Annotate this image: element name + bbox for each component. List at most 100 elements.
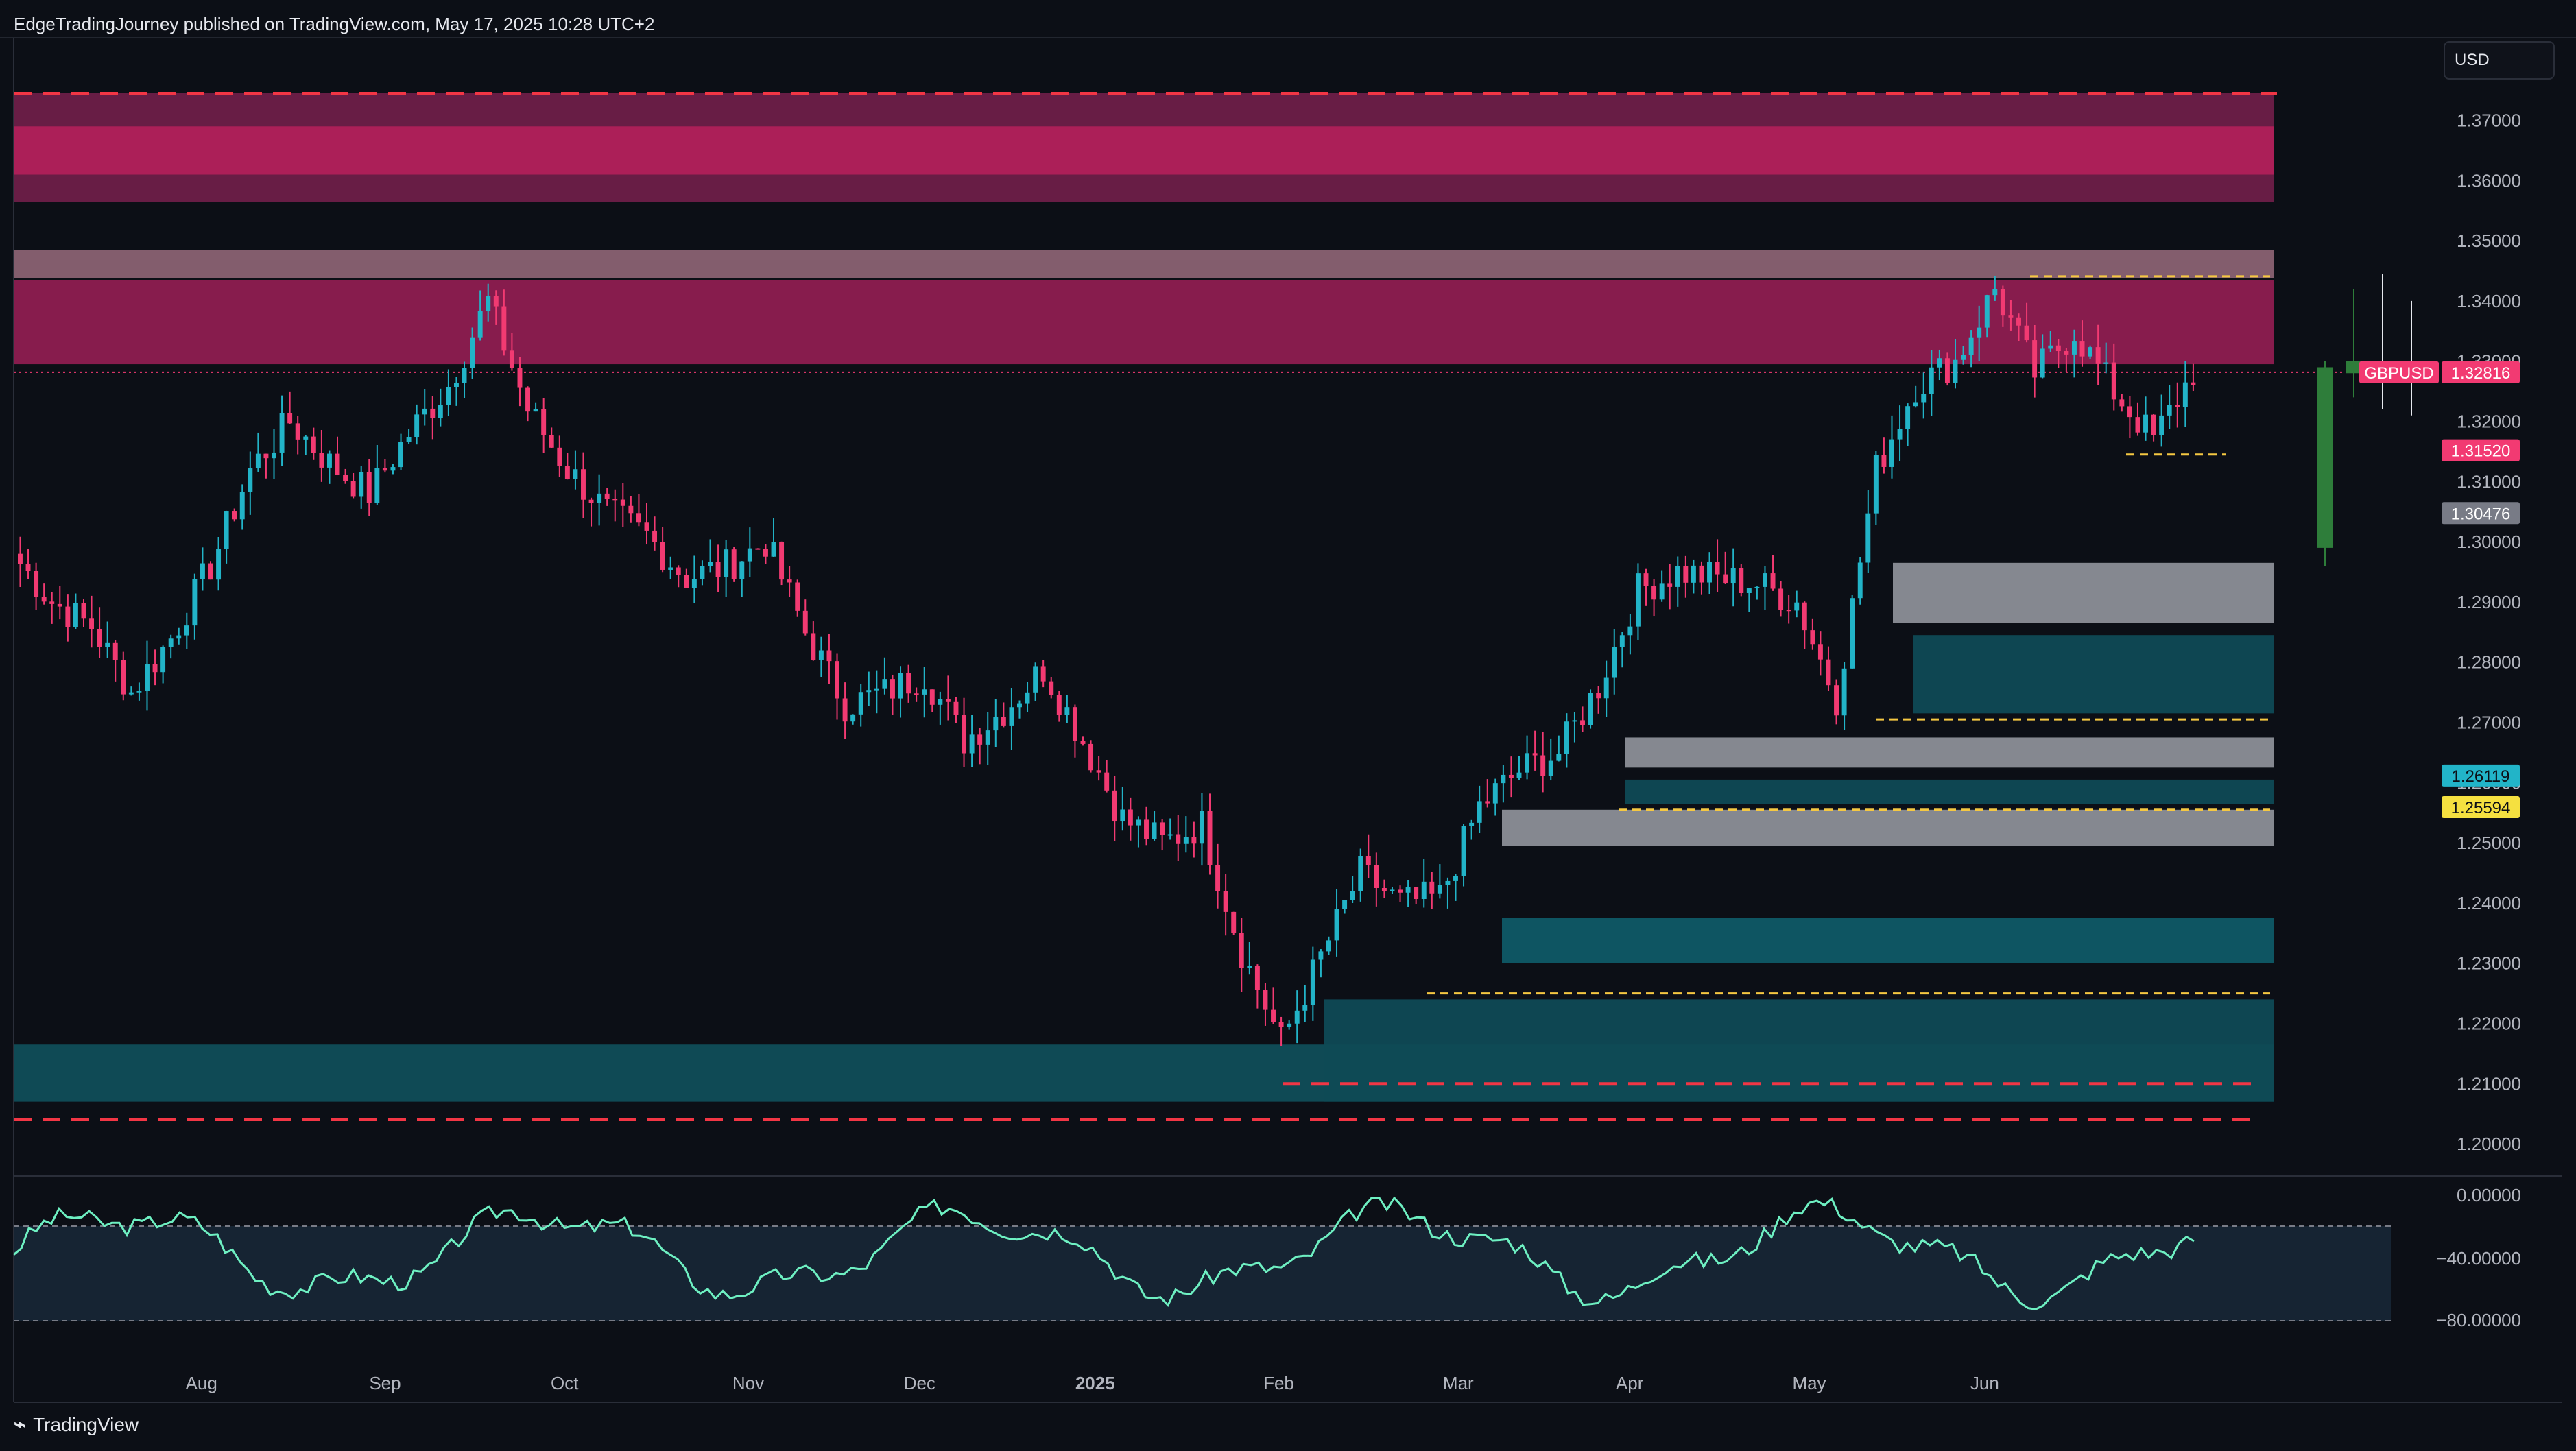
zone [1625,737,2274,768]
time-tick-label: Dec [904,1373,935,1393]
candle [216,549,222,580]
candle [2119,399,2125,407]
candle [160,647,166,673]
publisher-attribution: EdgeTradingJourney published on TradingV… [14,14,655,34]
candle [2151,414,2156,435]
candle [1746,588,1752,593]
candle [2088,347,2093,357]
candle [105,642,110,647]
price-tick-label: 1.34000 [2457,291,2521,311]
candle [517,368,523,388]
candle [866,690,872,693]
candle [1350,891,1355,900]
candle [2095,347,2101,364]
candle [1302,1005,1308,1011]
candle [248,468,253,492]
candle [612,499,618,501]
candle [1112,790,1117,822]
candle [835,661,839,699]
candle [1905,406,1911,429]
zone [1324,999,2274,1102]
candle [953,701,959,715]
candle [1381,888,1387,891]
candle [192,579,198,626]
price-tick-label: 1.28000 [2457,652,2521,673]
candle [2182,382,2188,407]
price-label: 1.25594 [2451,799,2511,817]
candle [644,522,649,531]
candle [549,435,554,448]
price-label: 1.31520 [2451,442,2511,461]
candle [200,563,205,579]
candle [390,467,396,471]
candle [501,306,507,351]
candle [493,296,499,307]
candle [1984,295,1990,328]
candle [97,629,102,647]
candle [1056,695,1062,715]
price-tick-label: 1.23000 [2457,953,2521,974]
currency-button[interactable]: USD [2444,41,2555,80]
candle [1683,566,1689,583]
candle [731,549,737,579]
candle [1953,359,1958,383]
weekly-candle [2317,367,2333,548]
price-label-bg [2442,795,2520,818]
candle [1088,743,1094,771]
candle [1183,837,1189,844]
footer[interactable]: ⌁ TradingView [14,1413,139,1437]
candle [382,468,387,471]
price-tick-label: 1.25000 [2457,832,2521,853]
candle [541,409,547,435]
candle [1199,811,1204,844]
price-tick-label: 1.31000 [2457,471,2521,492]
oscillator-layer [13,1196,2195,1310]
candle [533,409,538,412]
candle [255,453,261,468]
candle [1358,856,1363,891]
candle [2111,362,2116,400]
candle [263,453,269,459]
candle [1968,337,1974,355]
candle [1873,455,1879,514]
candle [438,405,443,418]
candle [1223,891,1228,912]
candle [1850,598,1855,669]
candle [1342,900,1348,909]
candle [121,660,126,695]
candle [557,447,562,466]
price-tick-label: 1.30000 [2457,531,2521,552]
candle [89,618,95,629]
candle [2064,351,2069,355]
candle [636,513,641,523]
candle [1271,1009,1276,1022]
price-tick-label: 1.29000 [2457,592,2521,612]
candle [1802,602,1807,631]
candle [1556,754,1562,761]
candle [1881,455,1887,467]
candle [929,689,935,705]
candle [676,567,681,575]
candle [57,603,62,607]
candle [1921,394,1927,403]
candle [18,553,23,564]
candle [1763,573,1767,587]
candle [1104,772,1110,791]
candle [65,606,71,627]
symbol-label: GBPUSD [2364,364,2433,383]
candle [1707,562,1712,583]
candle [945,699,951,702]
candle [168,638,174,647]
candle [1596,693,1601,699]
candle [1152,822,1157,839]
candle [708,562,713,566]
candle [2016,317,2021,326]
candle [287,413,293,424]
candle [112,642,118,660]
candle [2024,325,2029,341]
price-label: 1.32816 [2451,364,2511,383]
time-tick-label: Aug [186,1373,217,1393]
time-tick-label: Mar [1443,1373,1474,1393]
candle [525,387,531,412]
